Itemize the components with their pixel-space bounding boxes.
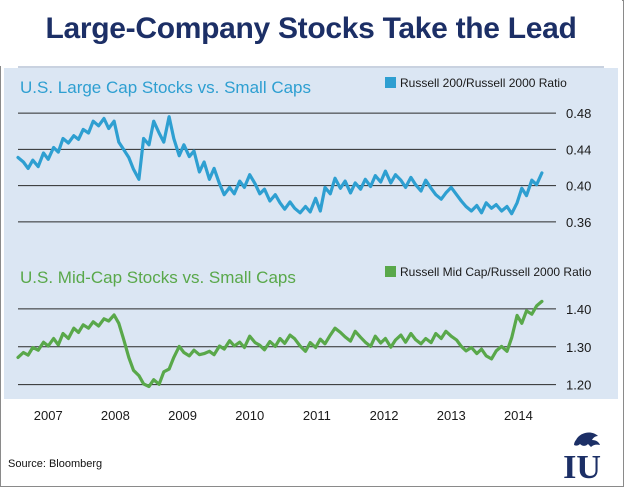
legend-label: Russell 200/Russell 2000 Ratio xyxy=(400,76,567,90)
y-tick-label: 1.40 xyxy=(566,302,591,317)
gridlines xyxy=(18,112,556,386)
panel-title: U.S. Large Cap Stocks vs. Small Caps xyxy=(20,78,311,97)
y-tick-label: 0.40 xyxy=(566,179,591,194)
y-tick-label: 1.30 xyxy=(566,340,591,355)
legend-swatch xyxy=(385,266,396,277)
series-layer xyxy=(16,115,544,389)
series-line xyxy=(16,115,544,216)
y-tick-label: 1.20 xyxy=(566,378,591,393)
logo-monogram: IU xyxy=(563,449,601,482)
label-layer: 0.36 0.40 0.44 0.48 U.S. Large Cap Stocks vs… xyxy=(20,76,592,423)
x-axis-band xyxy=(4,399,618,433)
main-title: Large-Company Stocks Take the Lead xyxy=(45,12,577,45)
x-tick-label: 2014 xyxy=(504,408,533,423)
series-line xyxy=(16,299,544,389)
x-tick-label: 2007 xyxy=(34,408,63,423)
panel-title: U.S. Mid-Cap Stocks vs. Small Caps xyxy=(20,268,296,287)
brand-logo: IU xyxy=(563,432,601,482)
x-tick-label: 2008 xyxy=(101,408,130,423)
source-note: Source: Bloomberg xyxy=(8,458,103,470)
x-tick-label: 2013 xyxy=(437,408,466,423)
eagle-icon xyxy=(574,432,600,447)
title-band: Large-Company Stocks Take the Lead xyxy=(0,0,622,66)
x-tick-label: 2009 xyxy=(168,408,197,423)
x-tick-label: 2010 xyxy=(235,408,264,423)
x-tick-label: 2011 xyxy=(303,408,331,423)
y-tick-label: 0.36 xyxy=(566,215,591,230)
title-rule xyxy=(18,66,604,68)
legend-label: Russell Mid Cap/Russell 2000 Ratio xyxy=(400,265,592,279)
y-tick-label: 0.44 xyxy=(566,142,591,157)
x-tick-label: 2012 xyxy=(370,408,399,423)
legend-swatch xyxy=(385,77,396,88)
y-tick-label: 0.48 xyxy=(566,106,591,121)
